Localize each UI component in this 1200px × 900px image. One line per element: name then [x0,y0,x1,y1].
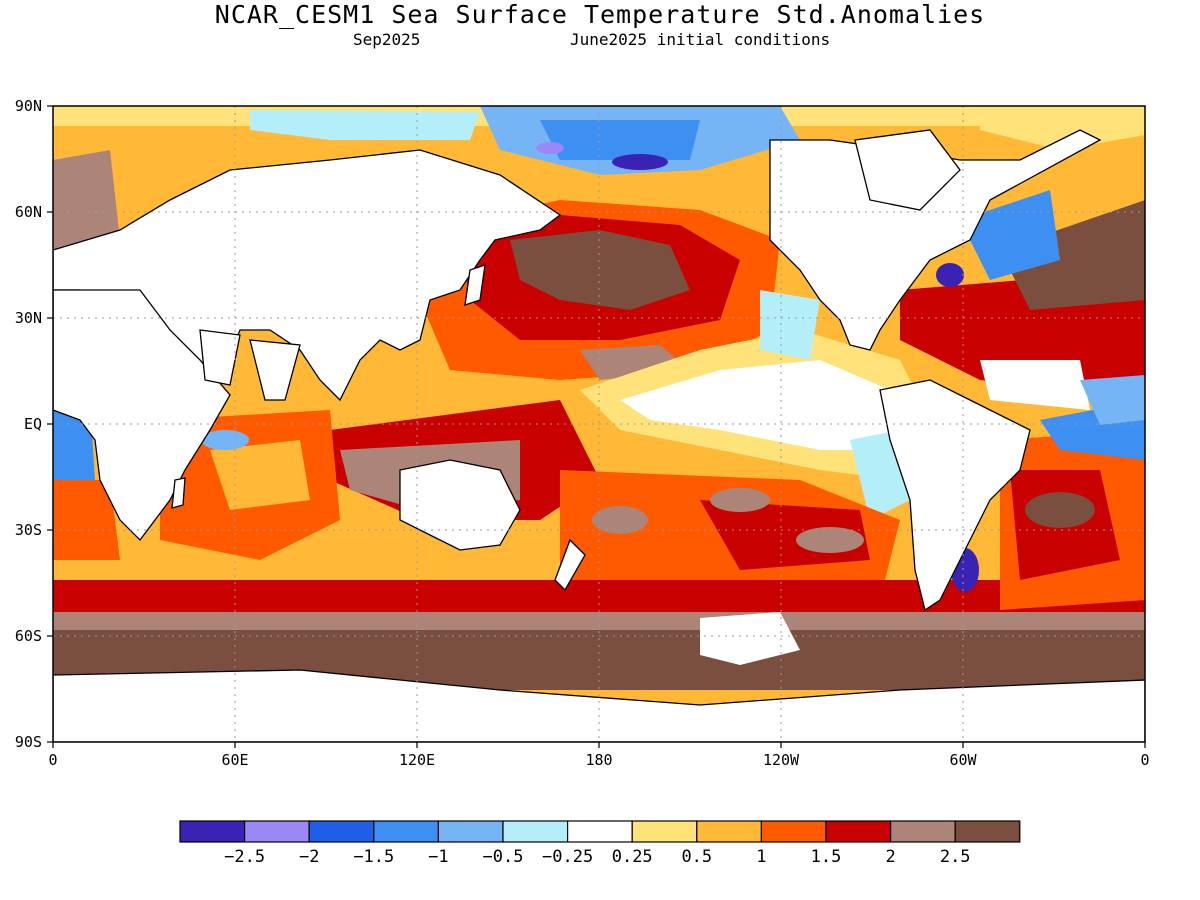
chart-title: NCAR_CESM1 Sea Surface Temperature Std.A… [214,0,986,29]
legend-tick-label: −2 [299,847,319,867]
valid-month-label: Sep2025 [353,30,421,49]
legend-tick-label: 0.5 [681,847,712,867]
legend-color-box [308,820,375,843]
init-conditions-label: June2025 initial conditions [570,30,831,49]
lon-tick-label: 60E [221,751,248,769]
legend-color-box [373,820,439,843]
lat-tick-label: EQ [24,415,42,433]
legend-tick-label: 2.5 [940,847,971,867]
lat-tick-label: 90N [15,97,42,115]
legend-color-box [502,820,569,843]
lon-tick-label: 180 [585,751,612,769]
legend-color-box [179,820,246,843]
legend-color-box [244,820,310,843]
legend-color-box [954,820,1021,843]
lon-tick-label: 0 [1140,751,1149,769]
gridlines [53,106,1145,742]
legend-tick-label: −1.5 [353,847,394,867]
lat-tick-label: 60N [15,203,42,221]
lat-tick-label: 60S [15,627,42,645]
lon-tick-label: 120E [399,751,435,769]
lat-tick-label: 30N [15,309,42,327]
legend-color-box [696,820,762,843]
lat-tick-label: 30S [15,521,42,539]
legend-tick-label: 0.25 [612,847,653,867]
legend-color-box [760,820,827,843]
legend-tick-label: −0.5 [483,847,524,867]
legend-color-box [437,820,504,843]
legend-tick-label: −0.25 [542,847,593,867]
legend-color-box [631,820,698,843]
legend-tick-label: 2 [885,847,895,867]
legend-color-box [889,820,956,843]
lat-tick-label: 90S [15,733,42,751]
legend-color-box [566,820,633,843]
legend-color-box [825,820,892,843]
legend-tick-label: −1 [428,847,448,867]
tick-marks [47,105,1146,748]
lon-tick-label: 60W [949,751,977,769]
lon-tick-label: 120W [763,751,800,769]
legend-tick-label: 1 [756,847,766,867]
lon-tick-label: 0 [48,751,57,769]
legend-tick-label: −2.5 [224,847,265,867]
legend-tick-label: 1.5 [811,847,842,867]
